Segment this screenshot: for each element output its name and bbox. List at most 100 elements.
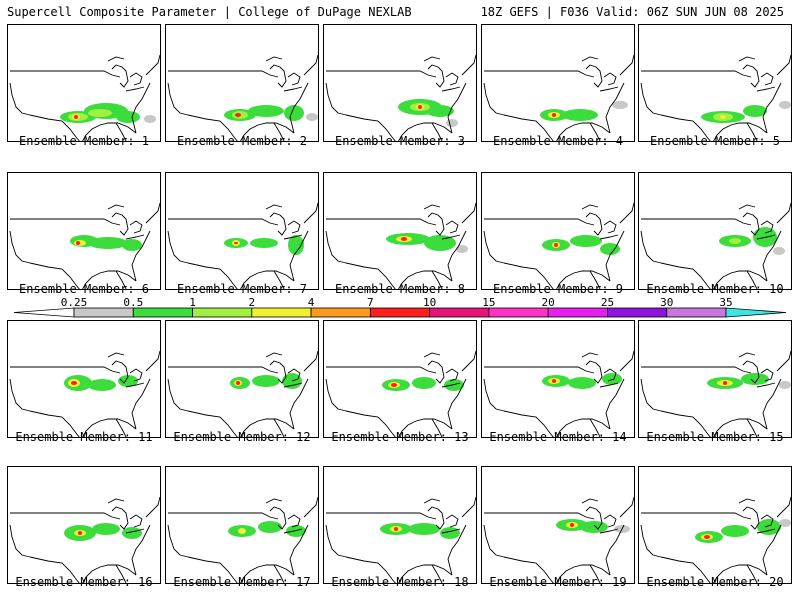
scp-contour-yellow <box>720 115 726 119</box>
scp-contour-lightgreen <box>729 238 741 244</box>
map-boundary <box>585 360 603 384</box>
scp-contour-green <box>426 105 454 117</box>
map-boundary <box>187 262 238 289</box>
map-boundary <box>585 64 603 88</box>
us-map <box>483 496 634 583</box>
panel-caption: Ensemble Member: 11 <box>15 430 153 444</box>
colorbar-segment <box>429 307 490 318</box>
map-boundary <box>447 378 467 430</box>
scp-contour-green <box>116 111 140 123</box>
map-boundary <box>640 524 662 558</box>
colorbar-segment <box>666 307 727 318</box>
map-boundary <box>82 564 137 583</box>
map-boundary <box>131 524 151 576</box>
map-boundary <box>273 122 285 141</box>
map-boundary <box>556 270 611 289</box>
map-boundary <box>603 368 617 382</box>
map-boundary <box>131 230 151 282</box>
map-boundary <box>483 82 505 116</box>
map-boundary <box>326 366 437 374</box>
map-boundary <box>431 418 443 437</box>
scp-contour-green <box>600 243 620 255</box>
map-boundary <box>585 212 603 236</box>
map-boundary <box>325 82 347 116</box>
map-boundary <box>431 270 443 289</box>
colorbar-tick-label: 1 <box>189 296 196 309</box>
map-boundary <box>167 378 189 412</box>
scp-contour-red <box>554 243 558 247</box>
map-boundary <box>483 378 505 412</box>
map-panel-member-2 <box>165 24 319 142</box>
panel-caption: Ensemble Member: 6 <box>18 282 150 296</box>
us-map <box>325 202 476 289</box>
map-boundary <box>447 82 467 134</box>
map-boundary <box>265 56 283 62</box>
colorbar-tick-label: 10 <box>423 296 437 309</box>
map-boundary <box>461 350 476 372</box>
panel-caption: Ensemble Member: 4 <box>492 134 624 148</box>
panel-caption: Ensemble Member: 20 <box>646 575 784 589</box>
colorbar-tick-label: 25 <box>600 296 615 309</box>
scp-contour-green <box>288 235 304 255</box>
map-boundary <box>289 524 309 576</box>
map-panel-member-4 <box>481 24 635 142</box>
scp-contour-gray <box>779 381 791 389</box>
us-map <box>483 350 634 437</box>
map-boundary <box>145 350 160 372</box>
scp-contour-green <box>580 521 608 533</box>
map-boundary <box>605 524 625 576</box>
map-boundary <box>326 70 437 78</box>
map-boundary <box>427 506 445 530</box>
map-boundary <box>29 410 80 437</box>
map-boundary <box>503 114 554 141</box>
scp-contour-gray <box>446 119 458 127</box>
map-boundary <box>589 122 601 141</box>
colorbar-tick-label: 0.25 <box>60 296 88 309</box>
map-boundary <box>441 382 461 388</box>
panel-caption: Ensemble Member: 12 <box>173 430 311 444</box>
map-boundary <box>483 230 505 264</box>
map-boundary <box>484 70 595 78</box>
map-boundary <box>431 564 443 583</box>
map-boundary <box>713 122 768 141</box>
scp-contour-gray <box>612 101 628 109</box>
panel-caption: Ensemble Member: 7 <box>176 282 308 296</box>
scp-contour-red <box>236 381 240 385</box>
map-boundary <box>125 86 145 92</box>
map-boundary <box>29 556 80 583</box>
map-boundary <box>125 234 145 240</box>
scp-contour-green <box>408 523 440 535</box>
map-boundary <box>345 410 396 437</box>
map-boundary <box>581 352 599 358</box>
scp-contour-green <box>250 238 278 248</box>
scp-contour-green <box>721 525 749 537</box>
us-map <box>640 350 791 437</box>
map-boundary <box>445 514 459 528</box>
map-panel-member-8 <box>323 172 477 290</box>
scp-contour-red <box>235 113 241 117</box>
map-boundary <box>599 382 619 388</box>
map-boundary <box>398 418 453 437</box>
map-boundary <box>187 114 238 141</box>
scp-contour-gray <box>306 113 318 121</box>
map-boundary <box>461 54 476 76</box>
scp-contour-gray <box>773 247 785 255</box>
map-panel-member-17 <box>165 466 319 584</box>
map-boundary <box>265 204 283 210</box>
us-map <box>483 54 634 141</box>
us-map <box>9 350 160 437</box>
map-boundary <box>581 498 599 504</box>
colorbar-tick-label: 35 <box>719 296 733 309</box>
panel-caption: Ensemble Member: 15 <box>646 430 784 444</box>
map-boundary <box>345 556 396 583</box>
map-boundary <box>447 524 467 576</box>
map-boundary <box>599 86 619 92</box>
map-boundary <box>325 378 347 412</box>
map-boundary <box>115 270 127 289</box>
scp-contour-green <box>122 239 142 251</box>
map-boundary <box>82 122 137 141</box>
map-boundary <box>641 70 752 78</box>
map-boundary <box>445 220 459 234</box>
scp-contour-red <box>74 115 78 119</box>
colorbar-tick-label: 0.5 <box>123 296 144 309</box>
